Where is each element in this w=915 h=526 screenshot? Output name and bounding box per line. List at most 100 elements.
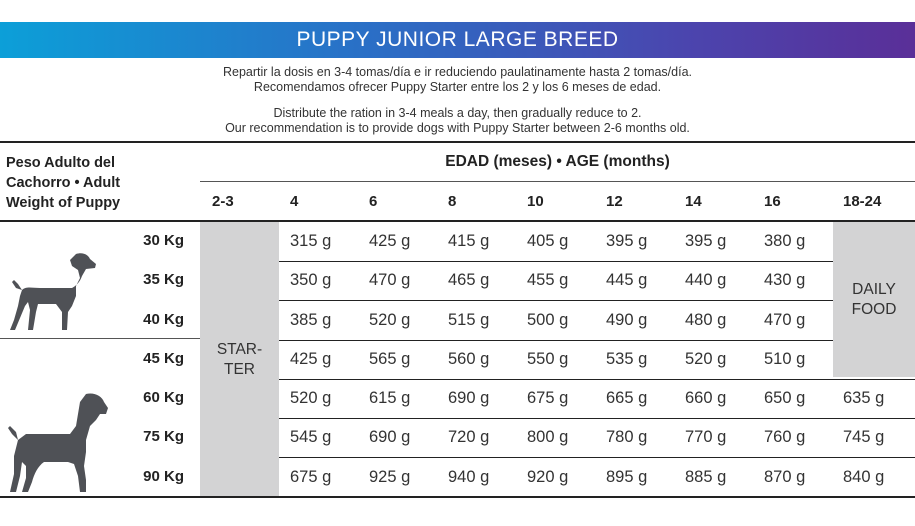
table-cell: 635 g	[843, 389, 885, 407]
weight-header-line-1: Peso Adulto del	[6, 155, 116, 171]
table-cell: 480 g	[685, 311, 727, 329]
column-gap	[833, 222, 834, 496]
column-gap	[752, 222, 753, 496]
age-label: 12	[606, 193, 623, 210]
row-divider	[279, 261, 833, 262]
table-cell: 565 g	[369, 350, 411, 368]
table-bottom-rule	[0, 496, 915, 498]
weight-label: 90 Kg	[143, 468, 184, 485]
dog-silhouette-medium-icon	[10, 253, 96, 330]
table-cell: 675 g	[527, 389, 569, 407]
weight-header-line-3: Weight of Puppy	[6, 195, 121, 211]
row-divider	[279, 379, 915, 380]
age-label: 8	[448, 193, 457, 210]
weight-label: 60 Kg	[143, 389, 184, 406]
row-divider	[279, 300, 833, 301]
table-cell: 510 g	[764, 350, 806, 368]
table-cell: 520 g	[369, 311, 411, 329]
daily-food-label-line-1: DAILY	[852, 281, 896, 298]
table-cell: 385 g	[290, 311, 332, 329]
table-cell: 940 g	[448, 468, 490, 486]
age-label: 18-24	[843, 193, 882, 210]
weight-header-line-2: Cachorro • Adult	[6, 175, 121, 191]
table-cell: 395 g	[685, 232, 727, 250]
table-cell: 780 g	[606, 428, 648, 446]
table-cell: 925 g	[369, 468, 411, 486]
table-cell: 885 g	[685, 468, 727, 486]
table-cell: 560 g	[448, 350, 490, 368]
column-gap	[436, 222, 437, 496]
starter-column-shade	[200, 222, 279, 498]
table-cell: 500 g	[527, 311, 569, 329]
table-cell: 675 g	[290, 468, 332, 486]
table-cell: 690 g	[448, 389, 490, 407]
header-bottom-rule	[0, 220, 915, 222]
table-cell: 720 g	[448, 428, 490, 446]
page-title: PUPPY JUNIOR LARGE BREED	[296, 28, 619, 51]
weight-label: 30 Kg	[143, 232, 184, 249]
column-gap	[673, 222, 674, 496]
row-divider	[279, 457, 915, 458]
row-divider	[279, 418, 915, 419]
table-cell: 520 g	[685, 350, 727, 368]
column-gap	[594, 222, 595, 496]
table-cell: 650 g	[764, 389, 806, 407]
table-cell: 430 g	[764, 271, 806, 289]
table-cell: 520 g	[290, 389, 332, 407]
table-cell: 550 g	[527, 350, 569, 368]
dog-silhouette-large-icon	[8, 393, 108, 492]
row-divider	[279, 340, 833, 341]
table-cell: 470 g	[369, 271, 411, 289]
table-cell: 380 g	[764, 232, 806, 250]
group-divider-rule	[0, 338, 200, 339]
title-banner: PUPPY JUNIOR LARGE BREED	[0, 22, 915, 58]
daily-food-label: DAILY FOOD	[833, 280, 915, 320]
table-cell: 415 g	[448, 232, 490, 250]
table-cell: 895 g	[606, 468, 648, 486]
table-cell: 445 g	[606, 271, 648, 289]
starter-label-line-2: TER	[224, 361, 255, 378]
weight-label: 75 Kg	[143, 428, 184, 445]
intro-es-line-2: Recomendamos ofrecer Puppy Starter entre…	[253, 80, 662, 94]
age-label: 4	[290, 193, 299, 210]
table-cell: 760 g	[764, 428, 806, 446]
age-header-rule	[200, 181, 915, 182]
age-header-title: EDAD (meses) • AGE (months)	[445, 153, 670, 170]
table-cell: 465 g	[448, 271, 490, 289]
table-cell: 535 g	[606, 350, 648, 368]
table-cell: 455 g	[527, 271, 569, 289]
table-cell: 660 g	[685, 389, 727, 407]
weight-column-header: Peso Adulto del Cachorro • Adult Weight …	[6, 153, 196, 213]
column-gap	[515, 222, 516, 496]
table-cell: 615 g	[369, 389, 411, 407]
age-label: 16	[764, 193, 781, 210]
intro-en-line-2: Our recommendation is to provide dogs wi…	[225, 121, 690, 135]
weight-label: 45 Kg	[143, 350, 184, 367]
table-cell: 920 g	[527, 468, 569, 486]
table-cell: 690 g	[369, 428, 411, 446]
table-cell: 405 g	[527, 232, 569, 250]
daily-food-column-shade	[833, 222, 915, 377]
column-gap	[357, 222, 358, 496]
table-cell: 770 g	[685, 428, 727, 446]
table-cell: 545 g	[290, 428, 332, 446]
table-cell: 665 g	[606, 389, 648, 407]
table-cell: 395 g	[606, 232, 648, 250]
age-label: 10	[527, 193, 544, 210]
starter-label: STAR- TER	[200, 340, 279, 380]
table-cell: 800 g	[527, 428, 569, 446]
age-label: 14	[685, 193, 702, 210]
table-cell: 425 g	[369, 232, 411, 250]
table-cell: 840 g	[843, 468, 885, 486]
column-gap	[279, 222, 280, 496]
table-cell: 350 g	[290, 271, 332, 289]
table-cell: 515 g	[448, 311, 490, 329]
table-cell: 745 g	[843, 428, 885, 446]
table-cell: 470 g	[764, 311, 806, 329]
table-cell: 490 g	[606, 311, 648, 329]
table-cell: 315 g	[290, 232, 332, 250]
table-cell: 870 g	[764, 468, 806, 486]
daily-food-label-line-2: FOOD	[851, 301, 897, 318]
age-label: 6	[369, 193, 378, 210]
weight-label: 35 Kg	[143, 271, 184, 288]
